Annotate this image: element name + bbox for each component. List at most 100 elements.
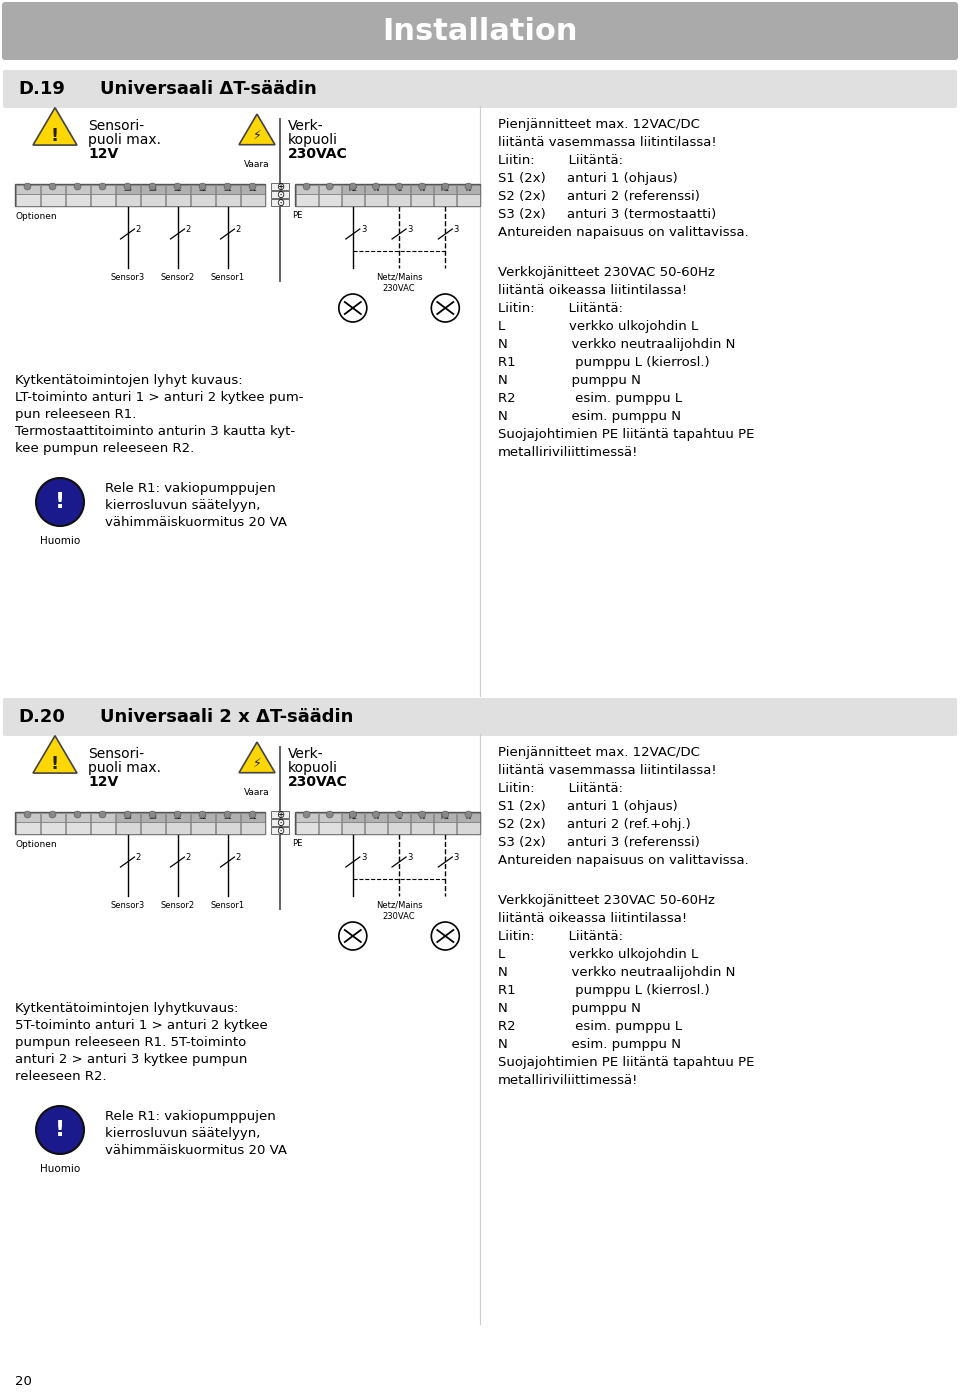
FancyBboxPatch shape [296,813,318,821]
Text: S2 (2x)     anturi 2 (referenssi): S2 (2x) anturi 2 (referenssi) [498,190,700,203]
Text: metalliriviliittimessä!: metalliriviliittimessä! [498,1074,638,1087]
FancyBboxPatch shape [296,194,318,206]
Text: Verkkojänitteet 230VAC 50-60Hz: Verkkojänitteet 230VAC 50-60Hz [498,266,715,278]
FancyBboxPatch shape [365,813,387,821]
Text: ⊙: ⊙ [276,197,284,207]
FancyBboxPatch shape [295,185,480,206]
Text: 230VAC: 230VAC [383,912,416,921]
Text: N               verkko neutraalijohdin N: N verkko neutraalijohdin N [498,339,735,351]
Circle shape [49,811,56,818]
Text: N               esim. pumppu N: N esim. pumppu N [498,410,681,422]
Circle shape [419,811,425,818]
FancyBboxPatch shape [115,821,139,834]
Text: 2: 2 [185,853,191,863]
Text: N: N [373,814,378,820]
FancyBboxPatch shape [434,185,456,194]
FancyBboxPatch shape [365,821,387,834]
Circle shape [431,294,459,322]
Polygon shape [239,115,275,144]
Text: 3: 3 [407,225,413,235]
FancyBboxPatch shape [190,813,214,821]
Text: liitäntä oikeassa liitintilassa!: liitäntä oikeassa liitintilassa! [498,912,687,925]
FancyBboxPatch shape [3,70,957,108]
Circle shape [349,811,356,818]
FancyBboxPatch shape [40,821,64,834]
FancyBboxPatch shape [215,821,239,834]
Text: Sensor2: Sensor2 [160,901,195,909]
Circle shape [24,811,31,818]
Text: L: L [397,814,401,820]
FancyBboxPatch shape [2,1,958,60]
Circle shape [339,922,367,950]
Circle shape [349,183,356,190]
FancyBboxPatch shape [434,821,456,834]
Circle shape [372,811,379,818]
Text: 230VAC: 230VAC [383,284,416,292]
Text: ⊙: ⊙ [276,825,284,835]
FancyBboxPatch shape [457,813,479,821]
Circle shape [174,811,181,818]
Text: 2: 2 [235,853,241,863]
Circle shape [465,183,472,190]
FancyBboxPatch shape [140,194,164,206]
Text: pun releeseen R1.: pun releeseen R1. [15,409,136,421]
Text: Liitin:        Liitäntä:: Liitin: Liitäntä: [498,302,623,315]
Circle shape [124,811,131,818]
Text: Suojajohtimien PE liitäntä tapahtuu PE: Suojajohtimien PE liitäntä tapahtuu PE [498,428,755,441]
FancyBboxPatch shape [319,821,341,834]
FancyBboxPatch shape [115,185,139,194]
Text: 2: 2 [135,225,141,235]
Circle shape [396,811,402,818]
Text: S1: S1 [248,814,257,820]
Text: Sensori-: Sensori- [88,119,144,133]
Circle shape [442,183,449,190]
FancyBboxPatch shape [296,821,318,834]
FancyBboxPatch shape [296,185,318,194]
Text: L               verkko ulkojohdin L: L verkko ulkojohdin L [498,320,698,333]
Text: D.19: D.19 [18,80,65,98]
Text: S1: S1 [248,186,257,192]
FancyBboxPatch shape [411,194,433,206]
Text: kopuoli: kopuoli [288,761,338,775]
Text: Sensor2: Sensor2 [160,273,195,283]
Text: !: ! [55,492,65,512]
Text: 2: 2 [135,853,141,863]
FancyBboxPatch shape [342,813,364,821]
Text: S3: S3 [148,814,156,820]
Text: Rele R1: vakiopumppujen: Rele R1: vakiopumppujen [105,1109,276,1123]
FancyBboxPatch shape [115,813,139,821]
Text: S1: S1 [223,186,232,192]
Text: releeseen R2.: releeseen R2. [15,1070,107,1083]
Text: PE: PE [292,211,302,220]
Circle shape [465,811,472,818]
FancyBboxPatch shape [140,185,164,194]
Text: S3 (2x)     anturi 3 (termostaatti): S3 (2x) anturi 3 (termostaatti) [498,208,716,221]
Text: S1 (2x)     anturi 1 (ohjaus): S1 (2x) anturi 1 (ohjaus) [498,172,678,185]
FancyBboxPatch shape [40,813,64,821]
Circle shape [326,183,333,190]
Text: ⊕: ⊕ [276,810,284,820]
Text: Kytkentätoimintojen lyhyt kuvaus:: Kytkentätoimintojen lyhyt kuvaus: [15,374,243,388]
Text: Optionen: Optionen [15,213,57,221]
Circle shape [442,811,449,818]
Text: 12V: 12V [88,775,118,789]
Text: N               pumppu N: N pumppu N [498,374,641,388]
FancyBboxPatch shape [271,183,289,190]
Text: vähimmäiskuormitus 20 VA: vähimmäiskuormitus 20 VA [105,516,287,529]
Text: ⚡: ⚡ [252,757,261,769]
Text: Suojajohtimien PE liitäntä tapahtuu PE: Suojajohtimien PE liitäntä tapahtuu PE [498,1056,755,1069]
Text: Termostaattitoiminto anturin 3 kautta kyt-: Termostaattitoiminto anturin 3 kautta ky… [15,425,295,438]
FancyBboxPatch shape [165,813,189,821]
Circle shape [74,183,81,190]
Circle shape [36,1107,84,1154]
Text: Pienjännitteet max. 12VAC/DC: Pienjännitteet max. 12VAC/DC [498,746,700,760]
Circle shape [396,183,402,190]
Text: ⊙: ⊙ [276,817,284,827]
Text: 3: 3 [361,853,366,863]
FancyBboxPatch shape [15,185,265,206]
FancyBboxPatch shape [295,811,480,834]
FancyBboxPatch shape [342,185,364,194]
Text: Vaara: Vaara [244,788,270,797]
Text: 3: 3 [453,225,459,235]
FancyBboxPatch shape [457,194,479,206]
